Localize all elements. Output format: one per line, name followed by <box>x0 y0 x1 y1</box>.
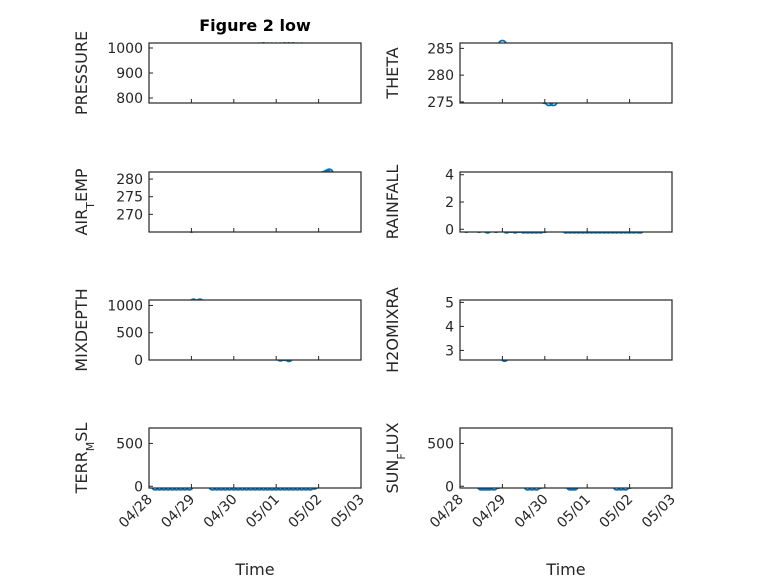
axes-box <box>459 427 673 489</box>
x-tick-label: 05/02 <box>286 492 326 532</box>
x-axis-label: Time <box>234 560 274 579</box>
x-tick-label: 04/29 <box>158 492 198 532</box>
subplot-8: 0 500 04/28 04/29 04/30 05/01 05/02 05/03 Time SU… <box>383 422 679 579</box>
y-tick-label: 280 <box>116 172 143 188</box>
y-tick-label: 4 <box>445 319 454 335</box>
y-tick-label: 500 <box>116 436 143 452</box>
x-tick-label: 05/03 <box>639 492 679 532</box>
y-tick-label: 4 <box>445 168 454 184</box>
x-tick-label: 04/29 <box>469 492 509 532</box>
y-tick-label: 285 <box>427 41 454 57</box>
subplot-2: 275 280 285 THETA <box>383 39 673 111</box>
axes-box <box>148 299 362 361</box>
y-tick-label: 800 <box>116 91 143 107</box>
y-tick-label: 0 <box>445 222 454 238</box>
y-tick-label: 3 <box>445 343 454 359</box>
axes-box <box>459 42 673 104</box>
y-tick-label: 500 <box>427 436 454 452</box>
x-tick-label: 04/30 <box>201 492 241 532</box>
x-tick-label: 04/28 <box>116 492 156 532</box>
y-axis-label: TERRMSL <box>72 423 97 495</box>
x-tick-label: 04/30 <box>512 492 552 532</box>
y-tick-label: 5 <box>445 295 454 311</box>
y-axis-label: THETA <box>383 47 402 99</box>
axes-box <box>148 171 362 233</box>
axes-box <box>459 171 673 233</box>
y-axis-label: AIRTEMP <box>72 168 97 235</box>
y-axis-label: H2OMIXRA <box>383 287 402 373</box>
x-tick-label: 04/28 <box>427 492 467 532</box>
y-tick-label: 0 <box>134 353 143 369</box>
y-tick-label: 2 <box>445 195 454 211</box>
x-tick-label: 05/02 <box>597 492 637 532</box>
y-tick-label: 280 <box>427 68 454 84</box>
subplot-1: 800 900 1000 PRESSURE Figure 2 low <box>72 16 362 115</box>
y-axis-label: MIXDEPTH <box>72 288 91 371</box>
axes-box <box>148 42 362 104</box>
subplot-7: 0 500 04/28 04/29 04/30 05/01 05/02 05/03 Time TE… <box>72 423 368 579</box>
y-tick-label: 0 <box>134 479 143 495</box>
axes-box <box>459 299 673 361</box>
x-tick-label: 05/01 <box>554 492 594 532</box>
y-tick-label: 270 <box>116 207 143 223</box>
y-axis-label: RAINFALL <box>383 165 402 240</box>
subplot-5: 0 500 1000 MIXDEPTH <box>72 288 362 372</box>
x-axis-label: Time <box>545 560 585 579</box>
subplot-4: 0 2 4 RAINFALL <box>383 165 673 240</box>
x-tick-label: 05/03 <box>328 492 368 532</box>
subplot-6: 3 4 5 H2OMIXRA <box>383 287 673 373</box>
y-tick-label: 275 <box>116 190 143 206</box>
chart-title: Figure 2 low <box>199 16 311 35</box>
axes-box <box>148 427 362 489</box>
y-tick-label: 1000 <box>107 298 143 314</box>
y-axis-label: SUNFLUX <box>383 422 408 493</box>
x-tick-label: 05/01 <box>243 492 283 532</box>
y-axis-label: PRESSURE <box>72 31 91 115</box>
y-tick-label: 275 <box>427 95 454 111</box>
y-tick-label: 900 <box>116 66 143 82</box>
y-tick-label: 500 <box>116 326 143 342</box>
y-tick-label: 1000 <box>107 41 143 57</box>
y-tick-label: 0 <box>445 479 454 495</box>
